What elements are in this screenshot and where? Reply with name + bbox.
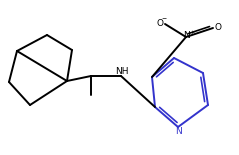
Text: O: O <box>214 22 222 31</box>
Text: NH: NH <box>115 66 129 75</box>
Text: N: N <box>184 31 190 40</box>
Text: O: O <box>157 18 163 27</box>
Text: N: N <box>176 128 182 137</box>
Text: +: + <box>189 29 195 35</box>
Text: −: − <box>161 16 167 20</box>
